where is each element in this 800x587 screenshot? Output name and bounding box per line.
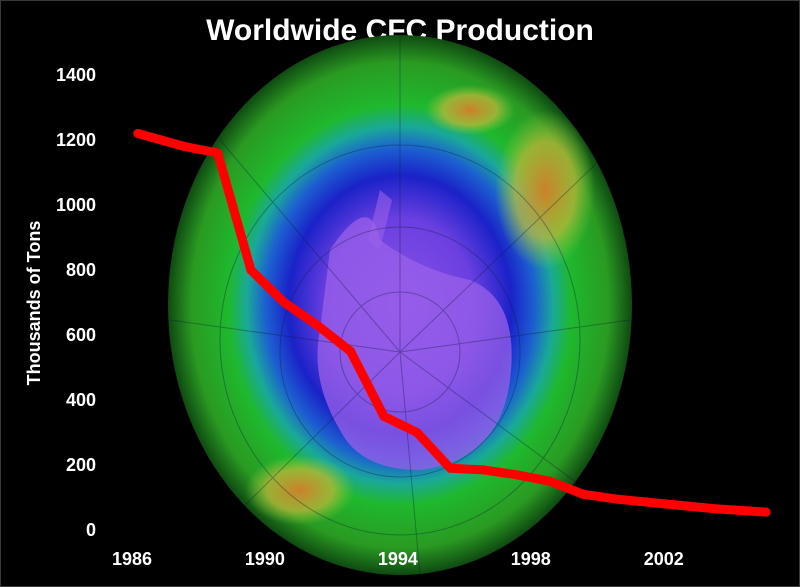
y-tick-label: 0 bbox=[86, 520, 96, 540]
y-tick-label: 1000 bbox=[56, 195, 96, 215]
data-point bbox=[678, 501, 688, 511]
data-point bbox=[512, 470, 522, 480]
x-tick-label: 1986 bbox=[112, 549, 152, 569]
x-tick-label: 1990 bbox=[245, 549, 285, 569]
data-point bbox=[346, 346, 356, 356]
x-axis: 1986 1990 1994 1998 2002 bbox=[112, 549, 684, 569]
data-point bbox=[645, 497, 655, 507]
data-point bbox=[213, 148, 223, 158]
series-group bbox=[133, 129, 771, 517]
data-point bbox=[133, 129, 143, 138]
data-point bbox=[761, 507, 771, 517]
y-tick-label: 1200 bbox=[56, 130, 96, 150]
data-point bbox=[179, 142, 189, 151]
y-tick-label: 400 bbox=[66, 390, 96, 410]
x-tick-label: 1994 bbox=[378, 549, 418, 569]
data-point bbox=[246, 265, 256, 275]
y-axis-label: Thousands of Tons bbox=[24, 221, 44, 386]
data-point bbox=[711, 504, 721, 514]
x-tick-label: 1998 bbox=[511, 549, 551, 569]
data-point bbox=[545, 476, 555, 486]
y-tick-label: 1400 bbox=[56, 65, 96, 85]
data-point bbox=[479, 465, 489, 475]
data-point bbox=[279, 298, 289, 307]
data-point bbox=[379, 411, 389, 421]
x-tick-label: 2002 bbox=[644, 549, 684, 569]
y-tick-label: 800 bbox=[66, 260, 96, 280]
data-point bbox=[445, 463, 455, 473]
y-axis: 0 200 400 600 800 1000 1200 1400 bbox=[56, 65, 96, 540]
data-point bbox=[611, 494, 621, 504]
ozone-globe-background bbox=[168, 35, 632, 575]
y-tick-label: 200 bbox=[66, 455, 96, 475]
data-point bbox=[312, 320, 322, 330]
data-point bbox=[578, 489, 588, 499]
data-point bbox=[412, 428, 422, 437]
y-tick-label: 600 bbox=[66, 325, 96, 345]
